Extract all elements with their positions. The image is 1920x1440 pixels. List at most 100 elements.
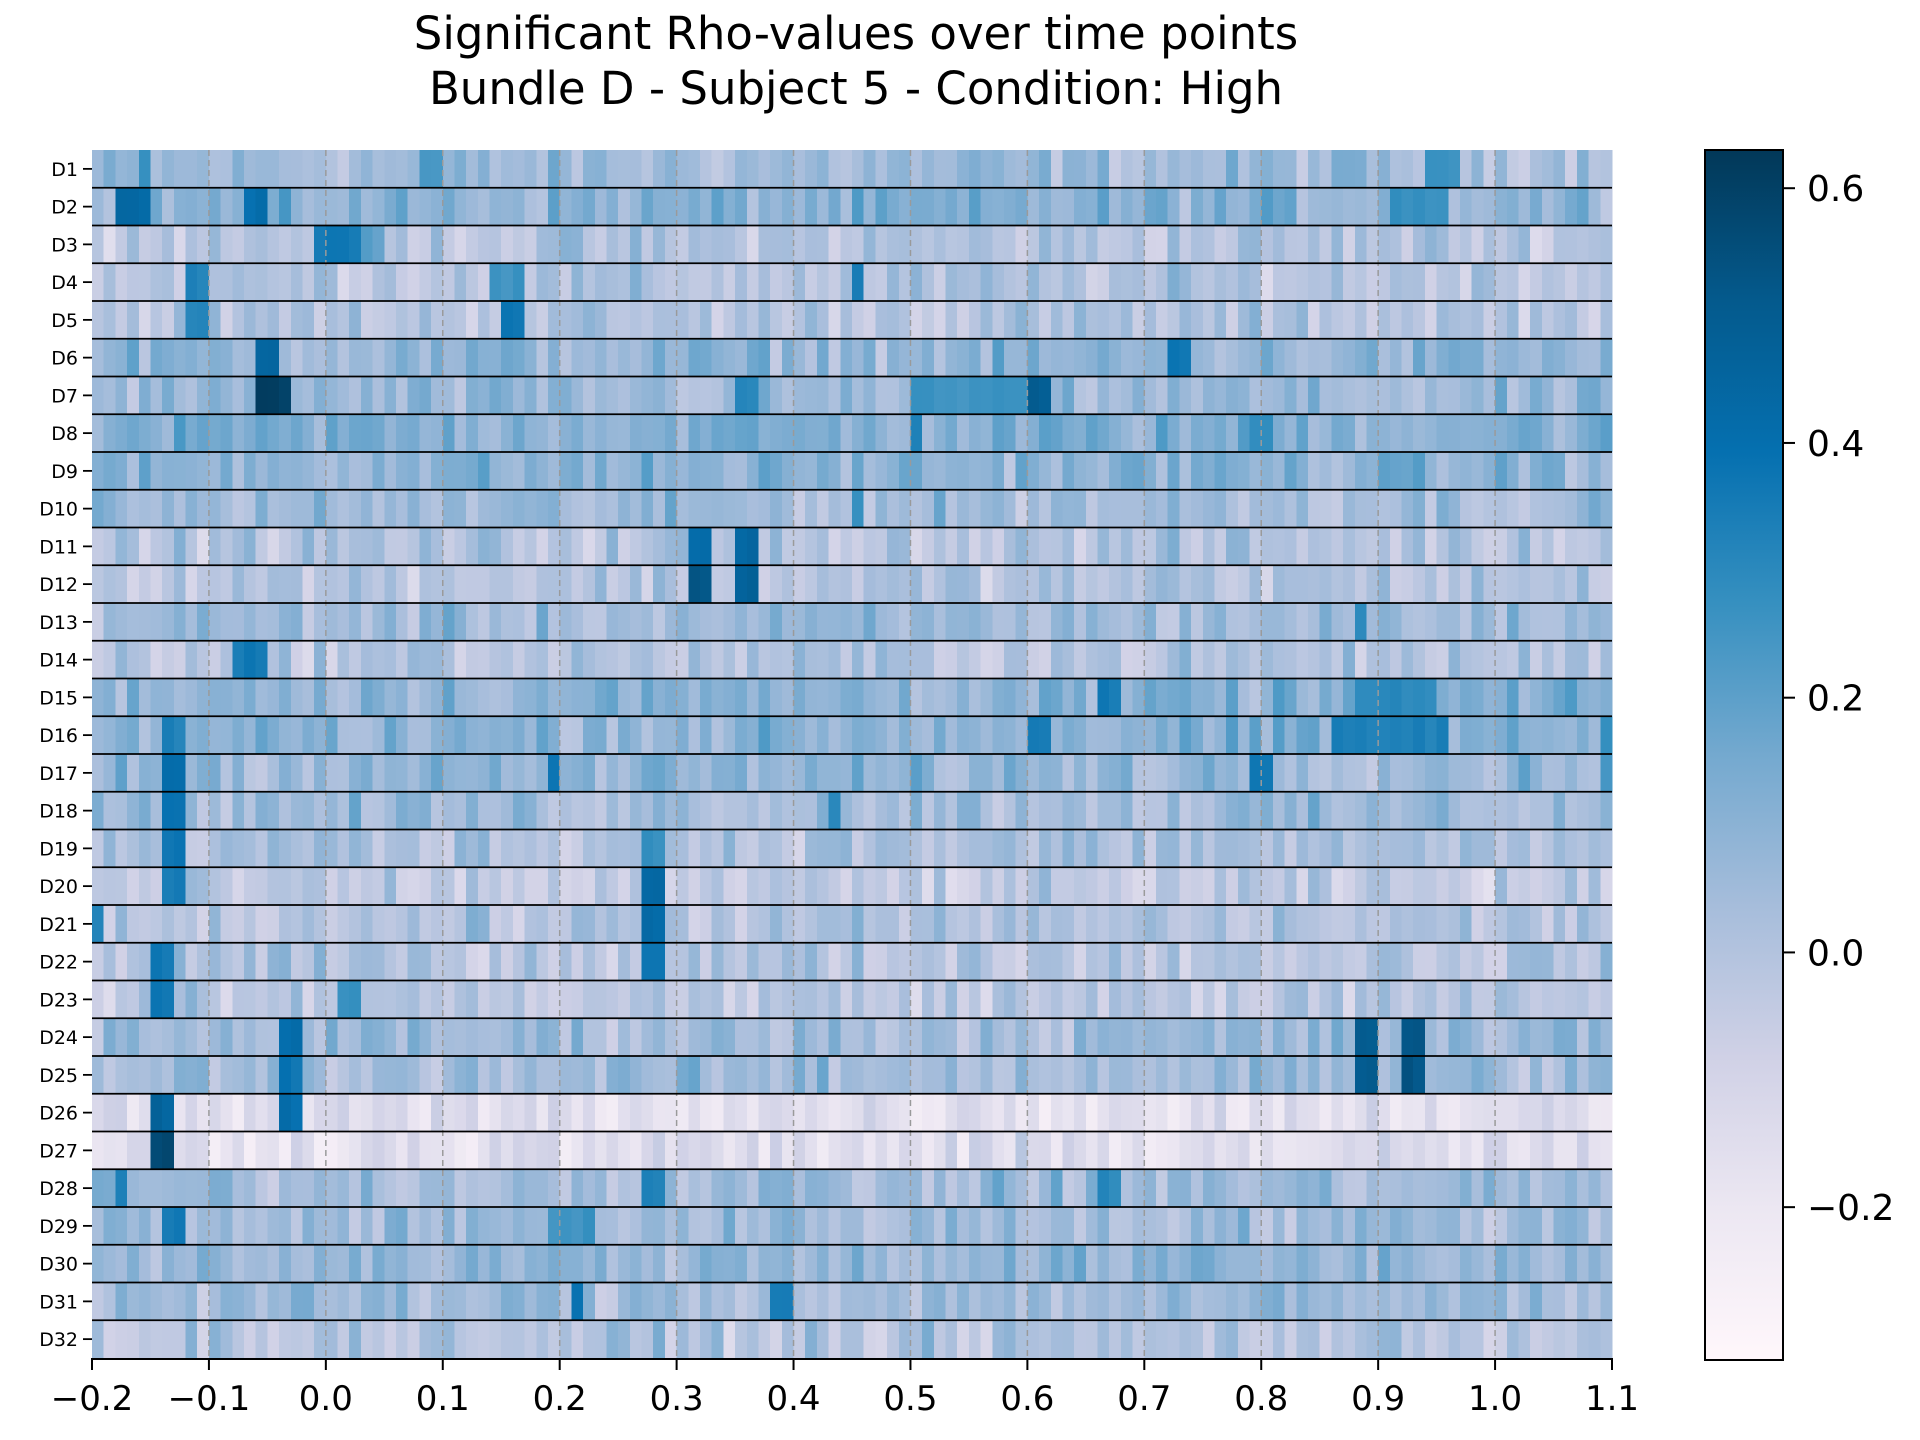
heatmap-cell [477,980,491,1019]
heatmap-row-d2 [92,187,1613,226]
heatmap-cell [1436,187,1449,226]
heatmap-cell [1448,905,1461,944]
heatmap-cell [1214,187,1227,226]
heatmap-cell [466,452,479,491]
heatmap-cell [501,716,514,755]
heatmap-cell [314,942,327,981]
heatmap-cell [396,942,409,981]
heatmap-cell [840,980,853,1019]
heatmap-cell [887,452,900,491]
heatmap-cell [559,905,572,944]
heatmap-cell [1062,452,1075,491]
heatmap-cell [664,640,678,679]
heatmap-cell [1460,1207,1473,1246]
heatmap-cell [396,376,409,415]
heatmap-cell [1272,1056,1286,1095]
heatmap-cell [244,1169,257,1208]
heatmap-cell [840,225,853,264]
heatmap-cell [512,905,526,944]
heatmap-cell [1448,867,1461,906]
heatmap-cell [559,754,572,793]
heatmap-cell [1191,867,1204,906]
heatmap-cell [1308,1056,1321,1095]
heatmap-cell [314,754,327,793]
heatmap-cell [910,678,923,717]
heatmap-cell [115,603,128,642]
heatmap-cell [816,1169,830,1208]
heatmap-cell [594,791,608,830]
heatmap-cell [1553,376,1566,415]
heatmap-cell [980,791,993,830]
heatmap-cell [1202,489,1216,528]
heatmap-cell [1424,225,1438,264]
heatmap-cell [676,527,689,566]
heatmap-cell [1389,867,1403,906]
heatmap-cell [1424,678,1438,717]
heatmap-cell [1588,603,1601,642]
heatmap-cell [1495,1093,1508,1132]
heatmap-cell [1132,489,1145,528]
heatmap-cell [396,603,409,642]
heatmap-cell [711,791,724,830]
heatmap-cell [454,716,467,755]
heatmap-cell [1518,1320,1531,1359]
heatmap-cell [641,263,654,302]
heatmap-cell [360,150,374,189]
heatmap-cell [641,301,654,340]
heatmap-cell [1460,603,1473,642]
heatmap-cell [688,565,701,604]
heatmap-cell [1120,1207,1134,1246]
heatmap-cell [1553,1018,1566,1057]
heatmap-cell [1565,716,1578,755]
heatmap-cell [512,225,526,264]
heatmap-cell [781,452,795,491]
heatmap-cell [103,942,116,981]
heatmap-cell [968,1169,982,1208]
heatmap-cell [349,754,362,793]
heatmap-cell [1343,829,1356,868]
heatmap-cell [1424,527,1438,566]
heatmap-cell [501,980,514,1019]
heatmap-cell [1179,301,1192,340]
heatmap-cell [360,338,374,377]
heatmap-cell [267,489,280,528]
heatmap-cell [396,1207,409,1246]
heatmap-cell [875,603,888,642]
heatmap-cell [945,640,958,679]
heatmap-cell [1471,187,1484,226]
heatmap-cell [290,565,304,604]
heatmap-cell [1530,187,1543,226]
heatmap-cell [1156,225,1169,264]
heatmap-cell [887,829,900,868]
heatmap-cell [232,301,245,340]
heatmap-cell [325,187,339,226]
heatmap-cell [816,603,830,642]
heatmap-cell [314,640,327,679]
heatmap-cell [1541,867,1555,906]
heatmap-cell [922,867,935,906]
heatmap-cell [641,1056,654,1095]
heatmap-cell [1284,489,1297,528]
heatmap-cell [1202,791,1216,830]
heatmap-cell [735,1244,748,1283]
heatmap-cell [103,187,116,226]
heatmap-cell [1541,489,1555,528]
heatmap-cell [501,225,514,264]
heatmap-cell [185,1131,198,1170]
heatmap-cell [1132,263,1145,302]
heatmap-cell [770,1131,783,1170]
x-tick-label: 0.2 [533,1379,587,1419]
heatmap-cell [863,754,876,793]
heatmap-cell [933,1056,947,1095]
heatmap-cell [980,640,993,679]
heatmap-cell [337,301,350,340]
heatmap-cell [1471,338,1484,377]
heatmap-cell [290,603,304,642]
heatmap-cell [1272,678,1286,717]
heatmap-cell [828,905,841,944]
heatmap-cell [536,263,549,302]
heatmap-row-d12 [92,565,1613,604]
heatmap-cell [559,791,572,830]
heatmap-cell [1179,1207,1192,1246]
heatmap-cell [512,603,526,642]
